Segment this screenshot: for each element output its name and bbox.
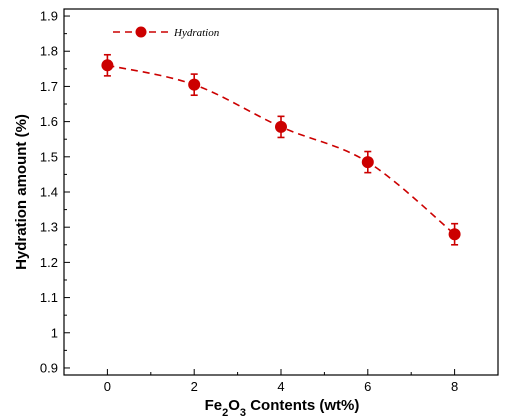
legend-label: Hydration	[173, 27, 220, 39]
x-tick-label: 8	[451, 379, 458, 394]
x-tick-label: 2	[191, 379, 198, 394]
x-axis-title-sub2: 3	[240, 407, 246, 418]
y-tick-label: 1.9	[40, 9, 58, 24]
plot-frame	[63, 8, 499, 376]
y-tick-label: 1.1	[40, 290, 58, 305]
x-tick-label: 0	[104, 379, 111, 394]
x-axis-title-rest: Contents (wt%)	[246, 397, 359, 414]
plot-frame-group	[63, 8, 499, 376]
data-point	[188, 78, 201, 91]
y-tick-label: 1.6	[40, 114, 58, 129]
y-tick-label: 1.7	[40, 79, 58, 94]
x-tick-label: 6	[364, 379, 371, 394]
x-axis-title: Fe2O3 Contents (wt%)	[205, 397, 360, 418]
x-axis-title-fe: Fe	[205, 397, 223, 414]
legend: Hydration	[113, 26, 220, 39]
y-tick-label: 1.4	[40, 185, 58, 200]
data-point	[448, 228, 461, 241]
y-tick-label: 1.5	[40, 149, 58, 164]
x-axis-title-sub1: 2	[222, 407, 228, 418]
y-tick-label: 1	[51, 325, 58, 340]
y-tick-label: 1.8	[40, 44, 58, 59]
series-line-hydration	[107, 64, 456, 235]
y-tick-label: 0.9	[40, 360, 58, 375]
y-axis-title: Hydration amount (%)	[13, 114, 30, 270]
data-point	[101, 59, 114, 72]
data-point	[275, 120, 287, 133]
legend-marker	[135, 26, 147, 38]
series-layer	[101, 53, 461, 246]
y-axis-ticks: 0.9 1 1.1 1.2 1.3 1.4 1.5 1.6 1.7 1.8 1.9	[40, 9, 70, 375]
data-point	[361, 156, 374, 169]
y-tick-label: 1.2	[40, 255, 58, 270]
x-tick-label: 4	[277, 379, 284, 394]
x-axis-ticks: 0 2 4 6 8	[104, 369, 458, 394]
y-tick-label: 1.3	[40, 220, 58, 235]
x-axis-title-o: O	[228, 397, 240, 414]
